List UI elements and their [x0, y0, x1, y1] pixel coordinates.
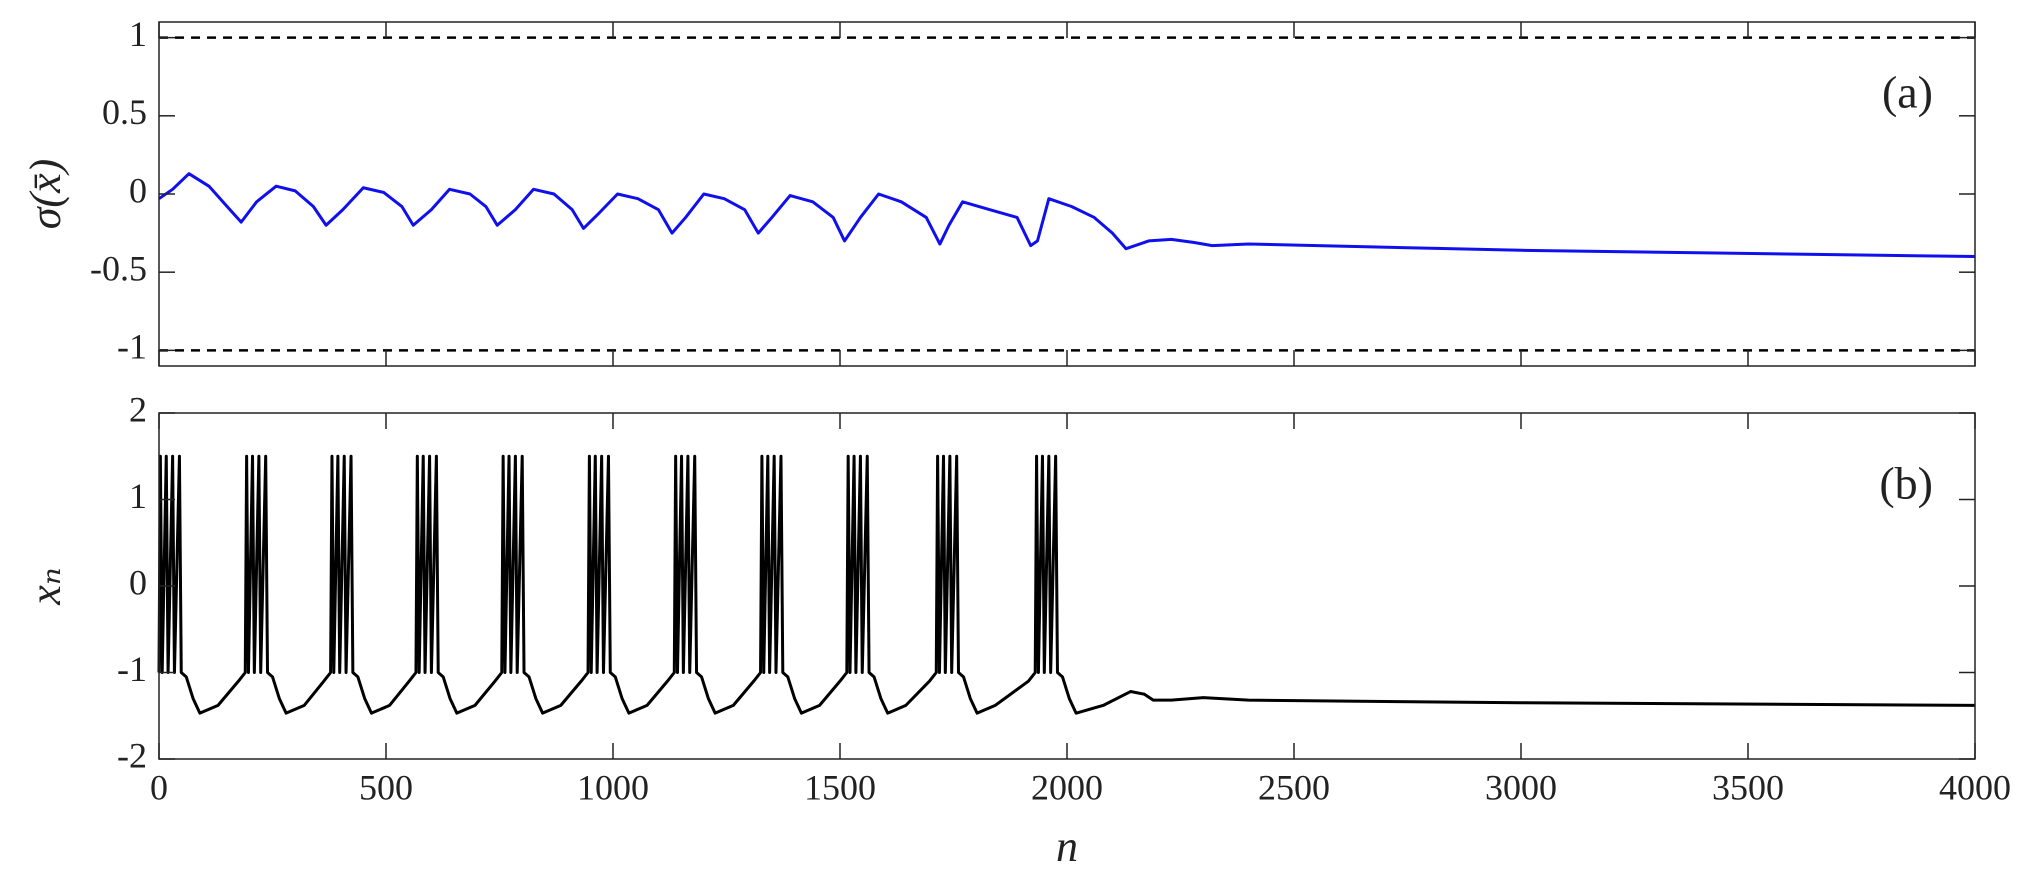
- x-tick-label: 1500: [804, 767, 876, 807]
- data-line: [157, 454, 1976, 715]
- x-tick-label: 3500: [1712, 767, 1784, 807]
- y-tick-label: -2: [117, 735, 147, 775]
- y-axis-label: xₙ: [21, 567, 70, 605]
- x-tick-label: 2000: [1031, 767, 1103, 807]
- x-tick-label: 1000: [577, 767, 649, 807]
- y-tick-label: 1: [129, 476, 147, 516]
- panel-annotation: (a): [1882, 67, 1933, 118]
- x-tick-label: 0: [150, 767, 168, 807]
- y-tick-label: -1: [117, 327, 147, 367]
- x-axis-label: n: [1056, 822, 1078, 871]
- y-tick-label: 0: [129, 170, 147, 210]
- x-tick-label: 500: [359, 767, 413, 807]
- panel-annotation: (b): [1879, 458, 1933, 509]
- data-line: [158, 172, 1976, 259]
- y-tick-label: 2: [129, 389, 147, 429]
- x-tick-label: 3000: [1485, 767, 1557, 807]
- y-tick-label: 1: [129, 14, 147, 54]
- y-tick-label: 0.5: [102, 92, 147, 132]
- x-tick-label: 4000: [1939, 767, 2011, 807]
- x-tick-label: 2500: [1258, 767, 1330, 807]
- y-tick-label: -1: [117, 649, 147, 689]
- y-axis-label: σ(x̄): [21, 159, 70, 230]
- y-tick-label: -0.5: [90, 248, 147, 288]
- y-tick-label: 0: [129, 562, 147, 602]
- axes-box: [158, 21, 1976, 367]
